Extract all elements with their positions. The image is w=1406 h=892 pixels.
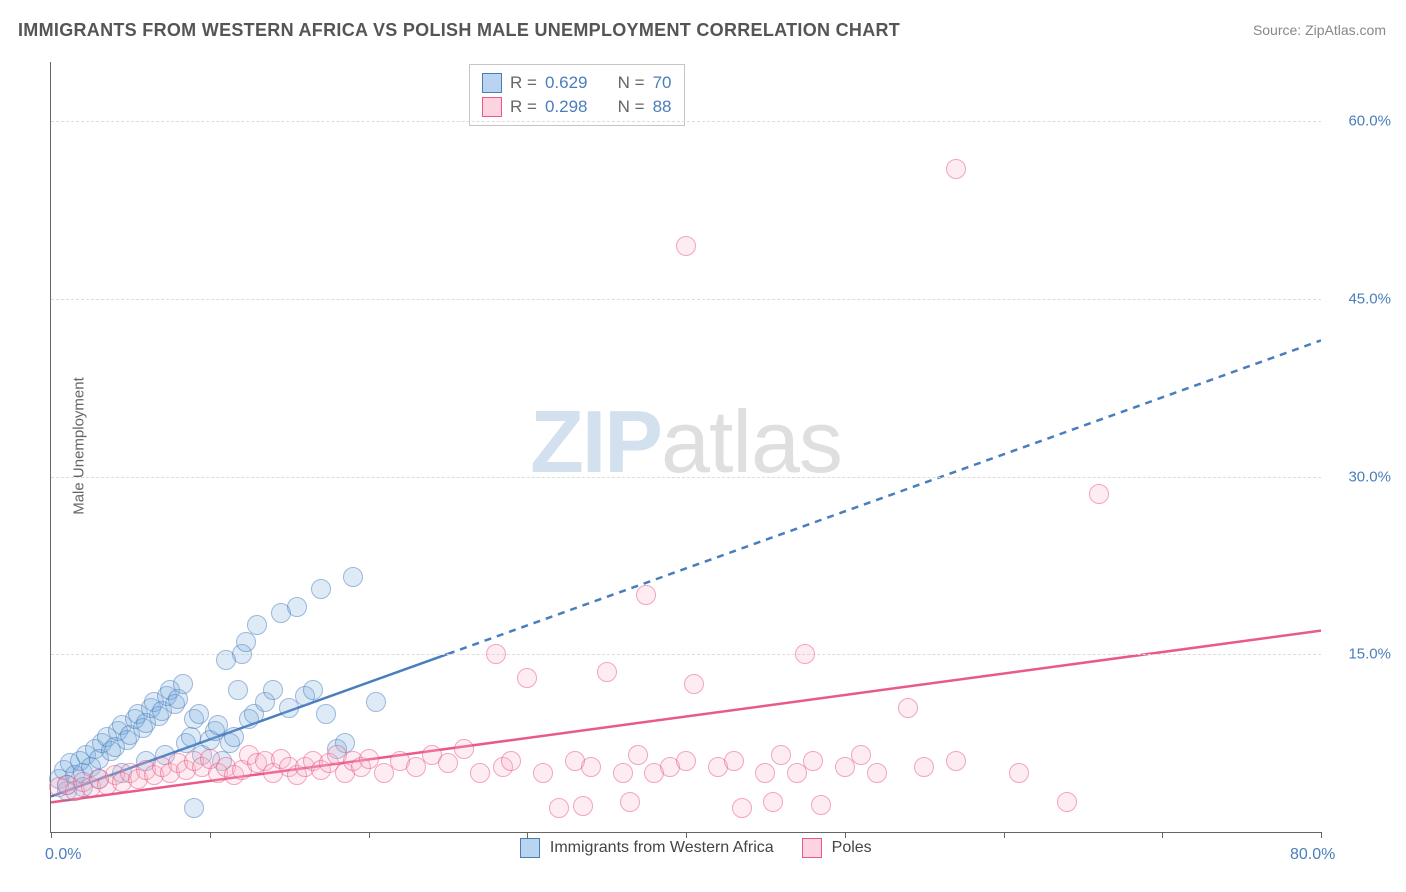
data-point (359, 749, 379, 769)
data-point (1057, 792, 1077, 812)
data-point (366, 692, 386, 712)
data-point (946, 159, 966, 179)
data-point (914, 757, 934, 777)
data-point (676, 751, 696, 771)
data-point (517, 668, 537, 688)
legend-swatch (520, 838, 540, 858)
data-point (946, 751, 966, 771)
data-point (311, 579, 331, 599)
x-axis-max-label: 80.0% (1290, 846, 1335, 864)
data-point (189, 704, 209, 724)
data-point (454, 739, 474, 759)
data-point (851, 745, 871, 765)
data-point (763, 792, 783, 812)
data-point (303, 680, 323, 700)
source-attribution: Source: ZipAtlas.com (1253, 22, 1386, 38)
y-tick-label: 30.0% (1331, 468, 1391, 485)
x-tick (210, 832, 211, 838)
data-point (181, 727, 201, 747)
data-point (533, 763, 553, 783)
legend-series-label: Poles (832, 839, 872, 857)
data-point (755, 763, 775, 783)
chart-container: IMMIGRANTS FROM WESTERN AFRICA VS POLISH… (0, 0, 1406, 892)
y-tick-label: 60.0% (1331, 113, 1391, 130)
x-tick (369, 832, 370, 838)
data-point (573, 796, 593, 816)
data-point (628, 745, 648, 765)
data-point (898, 698, 918, 718)
data-point (676, 236, 696, 256)
data-point (811, 795, 831, 815)
x-tick (51, 832, 52, 838)
data-point (636, 585, 656, 605)
data-point (316, 704, 336, 724)
gridline (51, 477, 1321, 478)
data-point (549, 798, 569, 818)
data-point (486, 644, 506, 664)
x-tick (1321, 832, 1322, 838)
plot-area: ZIPatlas R =0.629 N =70R =0.298 N =88 15… (50, 62, 1321, 833)
legend-series-label: Immigrants from Western Africa (550, 839, 774, 857)
data-point (173, 674, 193, 694)
trend-line (448, 340, 1321, 654)
data-point (470, 763, 490, 783)
legend-swatch (802, 838, 822, 858)
gridline (51, 121, 1321, 122)
data-point (732, 798, 752, 818)
data-point (228, 680, 248, 700)
data-point (581, 757, 601, 777)
data-point (684, 674, 704, 694)
data-point (343, 567, 363, 587)
x-axis-min-label: 0.0% (45, 846, 81, 864)
y-tick-label: 15.0% (1331, 646, 1391, 663)
x-tick (1004, 832, 1005, 838)
data-point (795, 644, 815, 664)
data-point (771, 745, 791, 765)
data-point (263, 680, 283, 700)
chart-title: IMMIGRANTS FROM WESTERN AFRICA VS POLISH… (18, 20, 900, 41)
data-point (501, 751, 521, 771)
series-legend: Immigrants from Western Africa Poles (520, 838, 890, 858)
data-point (620, 792, 640, 812)
data-point (867, 763, 887, 783)
y-tick-label: 45.0% (1331, 290, 1391, 307)
data-point (1009, 763, 1029, 783)
data-point (613, 763, 633, 783)
gridline (51, 299, 1321, 300)
data-point (184, 798, 204, 818)
data-point (224, 727, 244, 747)
data-point (438, 753, 458, 773)
x-tick (1162, 832, 1163, 838)
data-point (1089, 484, 1109, 504)
data-point (803, 751, 823, 771)
data-point (287, 597, 307, 617)
data-point (724, 751, 744, 771)
data-point (247, 615, 267, 635)
data-point (597, 662, 617, 682)
data-point (236, 632, 256, 652)
